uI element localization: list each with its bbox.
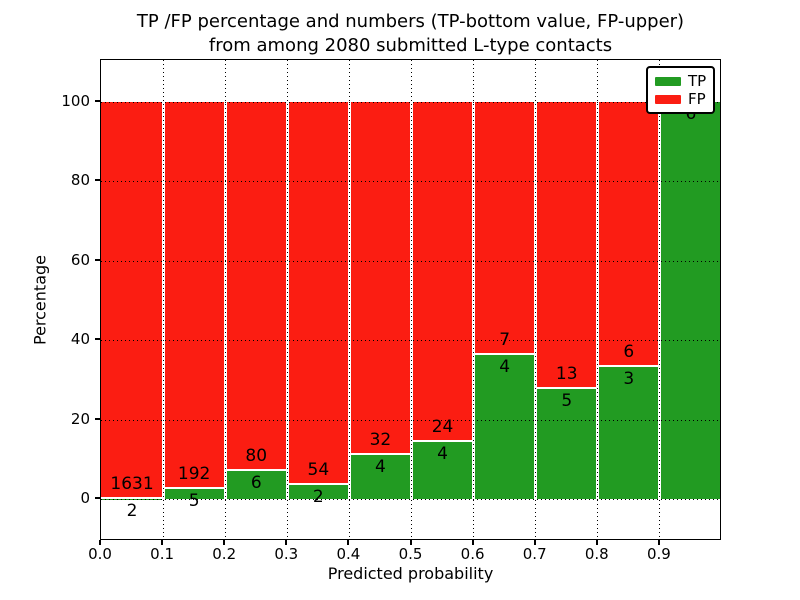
- y-tick-label: 40: [70, 330, 90, 349]
- bar-segment-fp: [349, 102, 412, 455]
- fp-count-label: 13: [555, 363, 578, 384]
- y-tick-mark: [95, 417, 100, 420]
- x-tick-mark: [285, 540, 288, 545]
- x-tick-mark: [223, 540, 226, 545]
- vertical-gridline: [286, 60, 288, 539]
- vertical-gridline: [348, 60, 350, 539]
- x-tick-mark: [471, 540, 474, 545]
- legend: TP FP: [646, 66, 715, 114]
- fp-count-label: 80: [245, 446, 268, 467]
- x-tick-label: 0.3: [274, 545, 299, 563]
- bar-segment-fp: [473, 102, 536, 355]
- y-tick-label: 100: [61, 92, 90, 110]
- x-tick-label: 0.6: [460, 545, 485, 563]
- bar-segment-fp: [597, 102, 660, 367]
- y-tick-mark: [95, 497, 100, 499]
- tp-count-label: 4: [375, 456, 386, 477]
- chart-title: TP /FP percentage and numbers (TP-bottom…: [100, 10, 721, 58]
- vertical-gridline: [162, 60, 164, 539]
- x-tick-label: 0.0: [88, 545, 112, 563]
- fp-count-label: 7: [499, 329, 511, 350]
- y-tick-mark: [95, 338, 100, 341]
- vertical-gridline: [473, 60, 475, 539]
- x-tick-label: 0.7: [522, 545, 547, 563]
- x-tick-mark: [161, 540, 164, 545]
- tp-color-swatch: [655, 76, 681, 86]
- x-tick-label: 0.1: [150, 545, 175, 563]
- vertical-gridline: [224, 60, 226, 539]
- bar-segment-fp: [163, 102, 226, 489]
- legend-label-tp: TP: [688, 71, 707, 90]
- y-tick-mark: [95, 179, 100, 182]
- bar-segment-tp: [659, 102, 720, 499]
- x-tick-label: 0.4: [336, 545, 361, 563]
- bar-segment-tp: [287, 484, 350, 499]
- bar-segment-fp: [535, 102, 598, 389]
- x-tick-mark: [99, 540, 101, 545]
- y-tick-label: 20: [70, 409, 90, 428]
- fp-count-label: 32: [369, 430, 392, 451]
- tp-count-label: 2: [312, 486, 324, 507]
- y-tick-mark: [95, 100, 100, 102]
- x-tick-mark: [347, 540, 350, 545]
- bar-segment-tp: [597, 366, 660, 499]
- fp-count-label: 1631: [110, 473, 154, 494]
- tp-count-label: 3: [623, 368, 635, 389]
- legend-item-tp: TP: [655, 71, 707, 90]
- fp-count-label: 192: [177, 464, 211, 485]
- vertical-gridline: [411, 60, 412, 539]
- y-tick-label: 0: [80, 489, 90, 507]
- bar-segment-tp: [225, 471, 288, 499]
- tp-count-label: 5: [188, 490, 200, 511]
- x-tick-label: 0.8: [584, 545, 609, 563]
- horizontal-gridline: [101, 181, 720, 183]
- vertical-gridline: [597, 60, 599, 539]
- fp-color-swatch: [655, 94, 681, 104]
- tp-count-label: 4: [437, 444, 448, 465]
- y-tick-label: 80: [70, 171, 90, 190]
- tp-count-label: 2: [126, 500, 138, 521]
- horizontal-gridline: [101, 260, 720, 262]
- fp-count-label: 6: [623, 341, 635, 362]
- vertical-gridline: [535, 60, 537, 539]
- y-tick-label: 60: [70, 250, 90, 269]
- x-tick-mark: [657, 540, 660, 545]
- x-tick-mark: [533, 540, 536, 545]
- x-tick-label: 0.9: [646, 545, 671, 563]
- tp-count-label: 5: [561, 390, 573, 411]
- horizontal-gridline: [101, 102, 720, 103]
- y-tick-mark: [95, 258, 100, 261]
- fp-count-label: 54: [307, 459, 330, 480]
- bar-segment-fp: [287, 102, 350, 485]
- bar-segment-tp: [163, 488, 226, 499]
- tp-count-label: 6: [685, 104, 697, 124]
- bar-segment-tp: [473, 354, 536, 499]
- horizontal-gridline: [101, 340, 720, 342]
- bar-segment-tp: [411, 442, 474, 499]
- chart-title-line2: from among 2080 submitted L-type contact…: [208, 35, 613, 56]
- bar-segment-tp: [535, 388, 598, 499]
- bar-segment-tp: [349, 454, 412, 499]
- legend-label-fp: FP: [688, 89, 706, 108]
- x-tick-mark: [595, 540, 598, 545]
- plot-area: 163121925806542324244741356306: [100, 59, 721, 540]
- horizontal-gridline: [101, 499, 720, 500]
- bar-segment-fp: [101, 102, 164, 499]
- legend-item-fp: FP: [655, 89, 706, 108]
- vertical-gridline: [659, 60, 661, 539]
- x-tick-label: 0.2: [212, 545, 237, 563]
- horizontal-gridline: [101, 419, 720, 421]
- x-tick-mark: [409, 540, 412, 545]
- x-axis-label: Predicted probability: [327, 564, 494, 583]
- x-tick-label: 0.5: [398, 545, 423, 563]
- tp-count-label: 6: [250, 473, 262, 494]
- bar-segment-fp: [411, 102, 474, 443]
- tp-count-label: 4: [499, 356, 511, 377]
- chart-title-line1: TP /FP percentage and numbers (TP-bottom…: [136, 11, 685, 32]
- fp-count-label: 24: [431, 417, 454, 438]
- bar-segment-fp: [225, 102, 288, 472]
